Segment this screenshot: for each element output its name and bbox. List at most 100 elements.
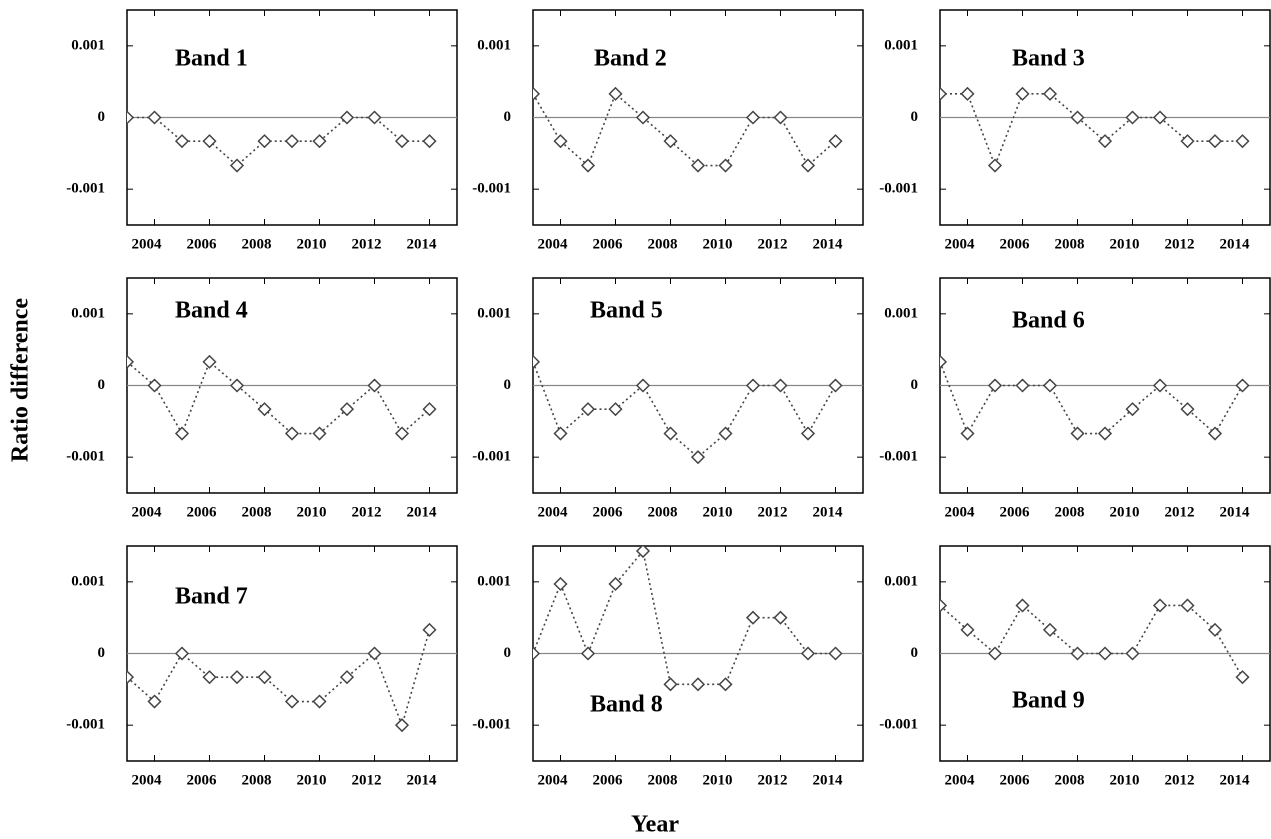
x-tick-label: 2006: [593, 236, 624, 252]
x-tick-label: 2004: [132, 504, 163, 520]
marker: [257, 402, 272, 417]
plot-area: [940, 86, 1250, 173]
marker: [202, 354, 217, 369]
x-tick-label: 2006: [187, 236, 218, 252]
plot-area: [127, 110, 437, 173]
y-tick-label: 0: [911, 645, 919, 661]
marker: [1070, 646, 1085, 661]
marker: [635, 110, 651, 125]
marker: [960, 426, 975, 441]
x-tick-label: 2012: [352, 772, 382, 788]
marker: [773, 110, 788, 125]
marker: [1042, 378, 1058, 393]
marker: [987, 378, 1003, 393]
marker: [229, 158, 245, 173]
marker: [1235, 134, 1250, 149]
y-tick-label: -0.001: [879, 449, 918, 465]
marker: [533, 354, 541, 369]
plot-area: [533, 354, 843, 465]
y-tick-label: 0: [504, 377, 512, 393]
marker: [174, 426, 190, 441]
marker: [284, 134, 300, 149]
y-tick-label: 0: [98, 377, 106, 393]
marker: [147, 110, 162, 125]
marker: [1152, 598, 1168, 613]
marker: [800, 158, 816, 173]
marker: [1235, 670, 1250, 685]
marker: [960, 622, 975, 637]
x-tick-label: 2014: [407, 504, 438, 520]
y-axis-label: Ratio difference: [8, 298, 34, 463]
x-tick-label: 2014: [407, 772, 438, 788]
marker: [828, 646, 843, 661]
x-tick-label: 2004: [945, 236, 976, 252]
marker: [608, 86, 623, 101]
x-tick-label: 2012: [758, 504, 788, 520]
x-tick-label: 2008: [648, 772, 678, 788]
marker: [339, 110, 355, 125]
marker: [1180, 134, 1195, 149]
y-tick-label: -0.001: [66, 717, 105, 733]
data-line: [940, 361, 1244, 436]
marker: [1097, 646, 1113, 661]
y-tick-label: 0.001: [884, 573, 918, 589]
marker: [1180, 402, 1195, 417]
marker: [1097, 134, 1113, 149]
marker: [127, 354, 135, 369]
marker: [828, 134, 843, 149]
marker: [202, 670, 217, 685]
x-tick-label: 2008: [1055, 236, 1085, 252]
marker: [229, 378, 245, 393]
panel: -0.001 0 0.001 2004 2006 2008 2010 2012 2014 Band…: [472, 9, 864, 252]
x-tick-label: 2012: [1165, 236, 1195, 252]
plot-area: [127, 622, 437, 733]
y-tick-label: 0: [98, 109, 106, 125]
marker: [1097, 426, 1113, 441]
marker: [147, 694, 162, 709]
y-tick-label: 0.001: [884, 305, 918, 321]
x-tick-label: 2012: [352, 236, 382, 252]
x-tick-label: 2014: [1220, 236, 1251, 252]
x-tick-label: 2010: [703, 236, 733, 252]
marker: [367, 378, 382, 393]
y-tick-label: -0.001: [472, 717, 511, 733]
marker: [663, 426, 678, 441]
marker: [394, 426, 410, 441]
marker: [960, 86, 975, 101]
panel-title: Band 9: [1012, 688, 1085, 714]
marker: [1207, 134, 1223, 149]
y-tick-label: 0.001: [884, 37, 918, 53]
marker: [1042, 86, 1058, 101]
x-tick-label: 2004: [132, 772, 163, 788]
panel: -0.001 0 0.001 2004 2006 2008 2010 2012 2014 Band…: [879, 9, 1271, 252]
plot-area: [940, 354, 1250, 441]
marker: [1235, 378, 1250, 393]
panel-title: Band 5: [590, 298, 663, 324]
x-tick-label: 2008: [242, 236, 272, 252]
x-tick-label: 2006: [1000, 236, 1031, 252]
x-tick-label: 2004: [945, 504, 976, 520]
marker: [1207, 622, 1223, 637]
y-tick-label: -0.001: [879, 717, 918, 733]
marker: [284, 426, 300, 441]
marker: [312, 134, 327, 149]
x-tick-label: 2008: [1055, 772, 1085, 788]
x-tick-label: 2010: [1110, 236, 1140, 252]
marker: [367, 646, 382, 661]
marker: [718, 677, 733, 692]
marker: [940, 354, 948, 369]
panel: -0.001 0 0.001 2004 2006 2008 2010 2012 2014 Band…: [66, 9, 458, 252]
x-tick-label: 2012: [758, 772, 788, 788]
y-tick-label: 0.001: [477, 305, 511, 321]
y-tick-label: 0.001: [477, 573, 511, 589]
marker: [174, 134, 190, 149]
x-tick-label: 2012: [1165, 772, 1195, 788]
marker: [127, 110, 135, 125]
plot-area: [127, 354, 437, 441]
data-line: [533, 549, 836, 686]
x-tick-label: 2012: [758, 236, 788, 252]
marker: [800, 646, 816, 661]
panel: -0.001 0 0.001 2004 2006 2008 2010 2012 2014 Band…: [472, 277, 864, 520]
marker: [608, 402, 623, 417]
marker: [690, 677, 706, 692]
